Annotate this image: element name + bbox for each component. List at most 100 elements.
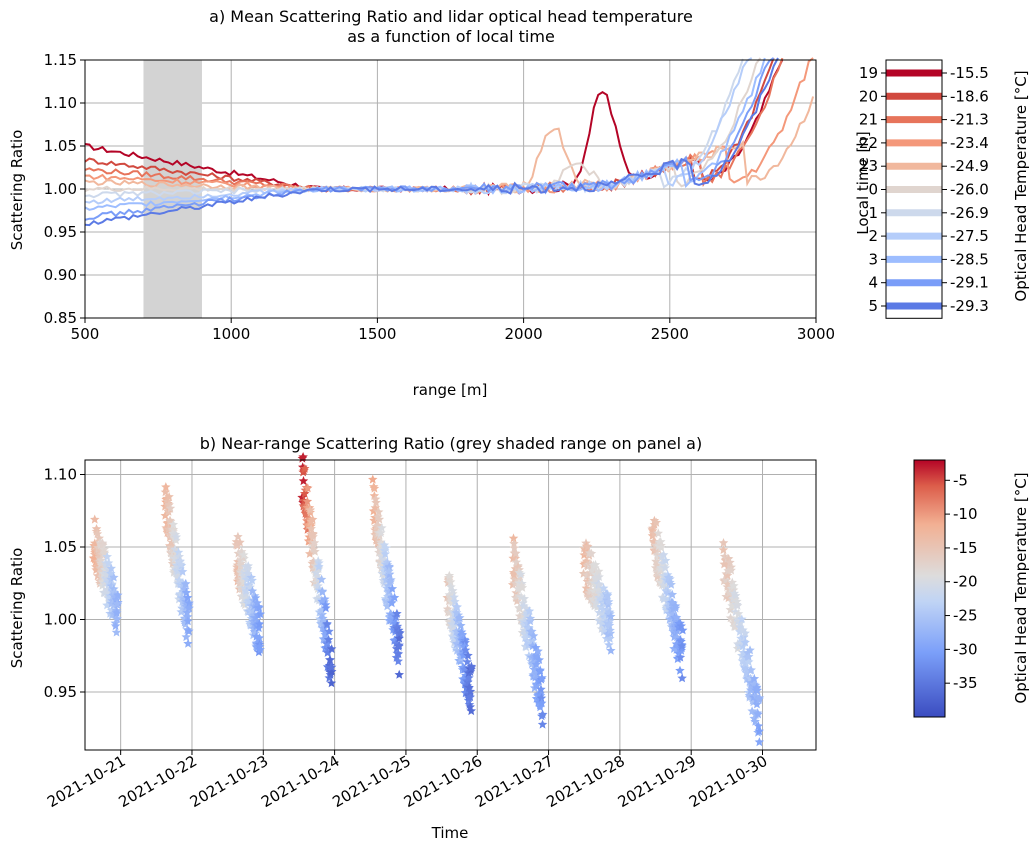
data-point [255,609,266,619]
colorbar-tick-label: -25 [953,607,978,625]
data-point [531,659,541,669]
data-point [92,571,103,580]
data-point [183,616,193,626]
data-point [393,649,404,659]
legend-right-label: Optical Head Temperature [°C] [1012,70,1030,301]
data-point [735,626,745,636]
panel-b-ticks: 2021-10-212021-10-222021-10-232021-10-24… [44,466,771,812]
data-point [323,634,334,644]
data-point [302,524,313,534]
data-point [753,721,764,731]
series-line-h4 [84,57,775,221]
data-point [394,633,404,643]
data-point [747,706,757,716]
data-point [675,652,686,662]
data-point [535,665,545,675]
y-tick-label: 1.00 [44,180,77,198]
data-point [532,669,542,679]
data-point [243,561,253,571]
data-point [516,569,526,579]
colorbar-label: Optical Head Temperature [°C] [1012,472,1030,703]
data-point [725,557,735,567]
data-point [462,657,473,667]
data-point [533,646,543,656]
data-point [730,607,741,617]
data-point [173,547,184,557]
data-point [387,583,398,593]
data-point [754,693,765,703]
data-point [302,496,313,506]
data-point [376,528,386,538]
data-point [465,702,475,712]
data-point [321,603,331,613]
data-point [753,709,763,719]
data-point [112,598,122,608]
x-tick-label: 2021-10-21 [44,752,129,811]
data-point [308,529,318,539]
data-point [314,561,324,571]
panel-a-ticks: 500 1000 1500 2000 2500 3000 0.85 0.90 0.95 1.00 1… [44,51,836,343]
data-point [651,556,661,566]
data-point [455,612,465,622]
data-point [509,543,520,553]
legend-temp-label: -18.6 [950,87,989,105]
data-point [528,631,539,641]
data-point [174,551,184,561]
data-point [463,677,473,687]
data-point [746,665,756,675]
data-point [305,505,315,515]
data-point [448,585,458,595]
data-point [537,719,548,729]
data-point [740,628,750,638]
data-point [718,545,729,554]
data-point [754,726,764,736]
data-point [381,543,391,553]
data-point [182,611,193,621]
data-point [160,487,171,497]
data-point [326,662,337,672]
data-point [675,665,685,675]
panel-a-ylabel: Scattering Ratio [8,130,26,251]
data-point [317,609,327,619]
data-point [508,533,519,543]
data-point [752,699,762,709]
data-point [735,618,746,628]
colorbar-ticks: -5 -10 -15 -20 -25 -30 -35 [945,471,978,692]
legend-temp-label: -23.4 [950,134,989,152]
panel-b-xlabel: Time [431,824,469,842]
data-point [516,580,527,590]
data-point [181,587,192,597]
y-tick-label: 1.10 [44,466,77,484]
data-point [255,644,265,654]
data-point [327,666,337,676]
data-point [254,602,264,612]
legend-temp-label: -26.0 [950,181,989,199]
data-point [458,650,469,660]
legend-hour-label: 23 [859,157,878,175]
panel-b-frame [84,459,817,751]
data-point [509,538,519,548]
data-point [598,604,608,614]
data-point [606,645,616,655]
data-point [722,570,733,580]
data-point [368,474,378,484]
data-point [324,626,334,636]
data-point [254,619,265,629]
panel-a-title-line1: a) Mean Scattering Ratio and lidar optic… [209,7,693,26]
data-point [182,592,193,602]
data-point [389,592,400,602]
panel-a-lines [84,57,815,227]
data-point [460,637,470,647]
panel-b-points [88,452,765,747]
legend-temp-label: -24.9 [950,157,989,175]
data-point [656,536,666,546]
data-point [653,528,663,538]
data-point [667,589,678,599]
data-point [726,565,736,575]
series-line-h5 [84,57,779,227]
data-point [538,709,548,719]
data-point [106,563,116,573]
data-point [593,566,604,576]
data-point [180,579,191,589]
